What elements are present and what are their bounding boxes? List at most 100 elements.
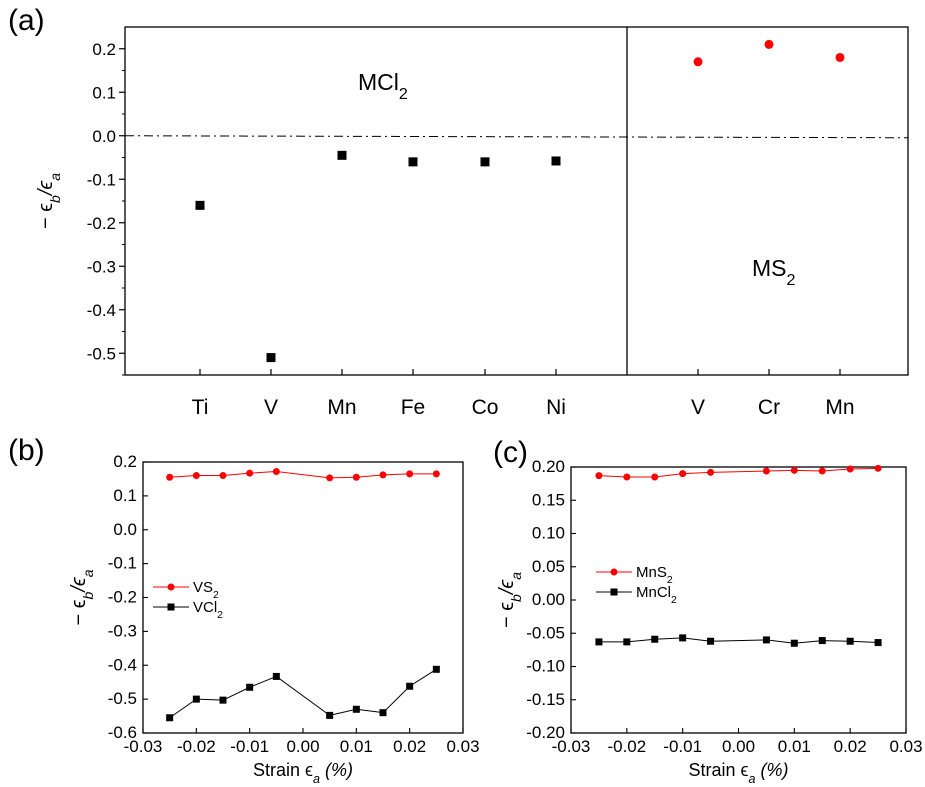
category-label: Ti bbox=[192, 396, 209, 419]
category-label: V bbox=[691, 396, 705, 419]
y-axis-label: − ϵb/ϵa bbox=[35, 173, 63, 229]
y-tick-label: -0.20 bbox=[526, 723, 565, 742]
legend-marker bbox=[167, 583, 175, 591]
y-axis-label-part: /ϵ bbox=[35, 180, 57, 198]
x-tick-label: 0.03 bbox=[889, 737, 922, 756]
y-tick-label: 0.1 bbox=[92, 83, 116, 102]
y-tick-label: -0.10 bbox=[526, 657, 565, 676]
y-axis-label-part: − ϵ bbox=[496, 602, 518, 628]
category-label: Cr bbox=[758, 396, 780, 419]
series-line bbox=[598, 467, 879, 478]
legend-label-subscript: 2 bbox=[213, 589, 219, 601]
y-tick-label: -0.2 bbox=[108, 588, 137, 607]
x-axis-label-subscript: a bbox=[748, 772, 755, 786]
y-tick-label: -0.3 bbox=[87, 257, 116, 276]
data-point bbox=[166, 473, 174, 481]
y-tick-label: 0.00 bbox=[532, 590, 565, 609]
y-axis-label-subscript: b bbox=[47, 195, 63, 203]
y-axis-label-part: − ϵ bbox=[68, 599, 90, 625]
data-point bbox=[595, 638, 603, 646]
x-tick-label: -0.03 bbox=[124, 737, 163, 756]
x-axis-label-subscript: a bbox=[313, 772, 320, 786]
legend-label: VCl2 bbox=[193, 599, 223, 621]
y-tick-label: -0.1 bbox=[87, 170, 116, 189]
data-point bbox=[651, 473, 659, 481]
legend-label-part: MnS bbox=[636, 564, 667, 581]
data-point bbox=[219, 696, 227, 704]
data-point bbox=[408, 157, 418, 167]
y-tick-label: -0.2 bbox=[87, 214, 116, 233]
series-line bbox=[598, 637, 879, 644]
legend-marker bbox=[610, 588, 618, 596]
data-point bbox=[192, 695, 200, 703]
data-point bbox=[352, 473, 360, 481]
y-axis-label: − ϵb/ϵa bbox=[68, 569, 96, 625]
panel-letter: (b) bbox=[8, 434, 45, 467]
data-point bbox=[818, 637, 826, 645]
x-tick-label: -0.02 bbox=[177, 737, 216, 756]
zero-reference-line bbox=[124, 135, 909, 139]
x-tick-label: 0.03 bbox=[446, 737, 479, 756]
y-tick-label: -0.3 bbox=[108, 621, 137, 640]
legend-marker bbox=[610, 568, 618, 576]
legend-label-part: MnCl bbox=[636, 584, 671, 601]
x-tick-label: 0.00 bbox=[722, 737, 755, 756]
data-point bbox=[266, 353, 276, 363]
y-tick-label: -0.4 bbox=[108, 655, 137, 674]
y-tick-label: 0.0 bbox=[92, 127, 116, 146]
data-point bbox=[595, 472, 603, 480]
mcl2-region-label-subscript: 2 bbox=[399, 85, 408, 103]
data-point bbox=[693, 57, 703, 67]
ms2-region-label-subscript: 2 bbox=[787, 271, 796, 289]
legend-label-part: VS bbox=[193, 579, 213, 596]
data-point bbox=[246, 683, 254, 691]
data-point bbox=[480, 157, 490, 167]
panel-b: (b) 0.20.10.0-0.1-0.2-0.3-0.4-0.5-0.6-0.0… bbox=[8, 434, 480, 786]
y-tick-label: -0.05 bbox=[526, 623, 565, 642]
x-tick-label: -0.01 bbox=[663, 737, 702, 756]
y-tick-label: 0.0 bbox=[113, 520, 137, 539]
data-point bbox=[192, 472, 200, 480]
y-axis-label-subscript: a bbox=[47, 173, 63, 181]
data-point bbox=[246, 469, 254, 477]
data-point bbox=[406, 682, 414, 690]
y-tick-label: -0.5 bbox=[108, 689, 137, 708]
x-axis-label: Strain ϵa (%) bbox=[253, 760, 353, 786]
y-tick-label: -0.6 bbox=[108, 723, 137, 742]
panel-a: (a) 0.2 0.1 0.0 -0.1 -0.2 -0.3 -0.4 -0.5 − ϵb/ϵa T… bbox=[8, 4, 909, 419]
x-tick-label: -0.03 bbox=[552, 737, 591, 756]
x-tick-label: 0.02 bbox=[834, 737, 867, 756]
y-tick-label: -0.5 bbox=[87, 344, 116, 363]
data-point bbox=[326, 474, 334, 482]
category-label: Fe bbox=[401, 396, 426, 419]
data-point bbox=[762, 467, 770, 475]
data-point bbox=[679, 470, 687, 478]
x-axis-label-part: Strain ϵ bbox=[253, 760, 313, 780]
data-point bbox=[272, 467, 280, 475]
category-label: Mn bbox=[825, 396, 854, 419]
data-point bbox=[707, 637, 715, 645]
data-point bbox=[166, 714, 174, 722]
data-point bbox=[846, 637, 854, 645]
x-tick-label: -0.01 bbox=[230, 737, 269, 756]
data-point bbox=[762, 636, 770, 644]
y-tick-label: 0.1 bbox=[113, 486, 137, 505]
legend-label-subscript: 2 bbox=[671, 594, 677, 606]
mcl2-region-label: MCl2 bbox=[358, 69, 408, 103]
category-label: Ni bbox=[546, 396, 566, 419]
data-point bbox=[432, 470, 440, 478]
x-tick-label: 0.00 bbox=[286, 737, 319, 756]
data-point bbox=[379, 471, 387, 479]
y-axis-label-part: /ϵ bbox=[68, 576, 90, 594]
data-point bbox=[707, 468, 715, 476]
x-tick-label: 0.01 bbox=[340, 737, 373, 756]
data-point bbox=[551, 156, 561, 166]
data-point bbox=[195, 200, 205, 210]
x-tick-label: -0.02 bbox=[607, 737, 646, 756]
data-point bbox=[337, 150, 347, 160]
data-point bbox=[790, 639, 798, 647]
series-line bbox=[169, 470, 437, 479]
y-axis-label-subscript: a bbox=[508, 572, 524, 580]
panel-a-frame bbox=[124, 26, 909, 376]
